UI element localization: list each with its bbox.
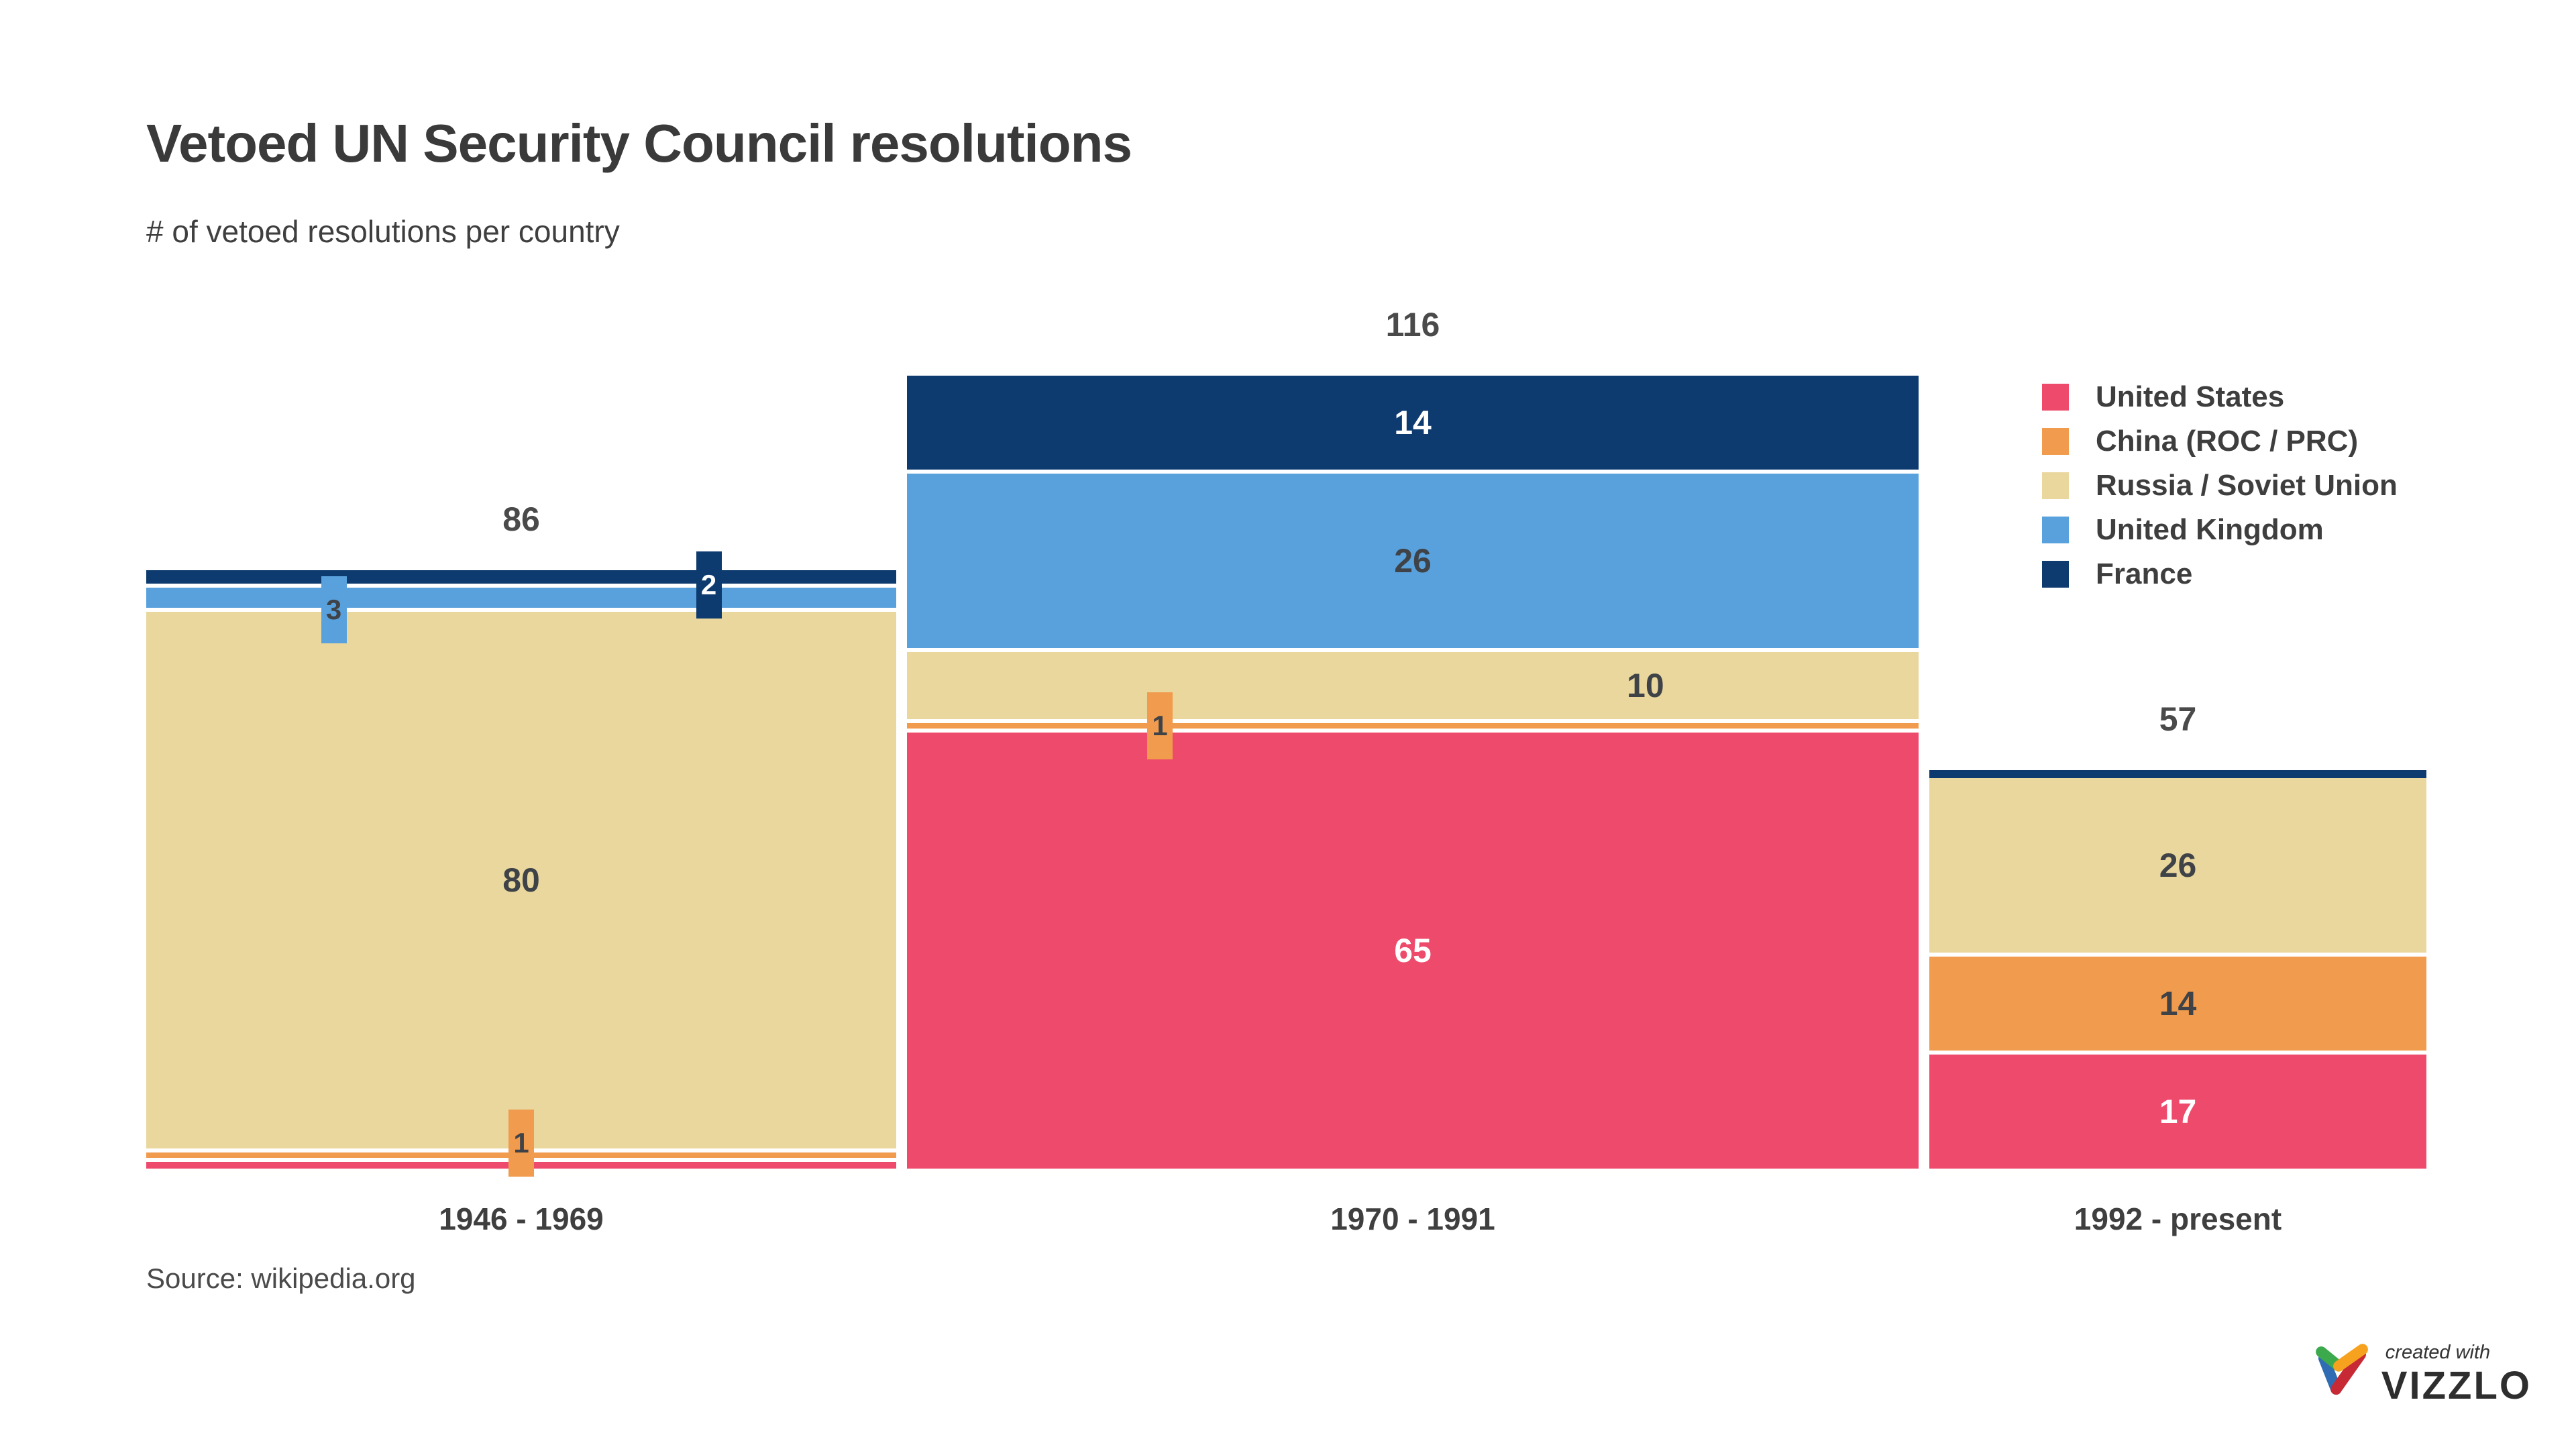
segment-value-label: 17 xyxy=(2159,1093,2197,1130)
bar-segment-russia-soviet-union xyxy=(907,652,1919,719)
legend-item: United States xyxy=(2042,380,2398,413)
segment-value-callout: 1 xyxy=(508,1110,534,1177)
legend-swatch xyxy=(2042,384,2069,411)
bar-segment-russia-soviet-union xyxy=(146,612,896,1148)
bar-total-label: 57 xyxy=(2159,700,2197,738)
segment-value-label: 10 xyxy=(1627,667,1664,704)
vizzlo-logo: created with VIZZLO xyxy=(2310,1340,2532,1408)
bar-segment-china-roc-prc- xyxy=(1929,957,2426,1051)
bar-total-label: 86 xyxy=(502,500,540,538)
created-with-text: created with xyxy=(2385,1342,2491,1363)
bar-segment-france xyxy=(146,570,896,584)
bar-segment-russia-soviet-union xyxy=(1929,778,2426,953)
segment-value-label: 26 xyxy=(2159,847,2197,884)
segment-value-callout: 3 xyxy=(321,576,347,643)
bar-segment-united-kingdom xyxy=(146,588,896,608)
vizzlo-wordmark: created with VIZZLO xyxy=(2381,1343,2532,1405)
bar-segment-france xyxy=(1929,770,2426,778)
bar-total-label: 116 xyxy=(1385,306,1440,343)
legend-item: United Kingdom xyxy=(2042,513,2398,546)
x-axis-label: 1970 - 1991 xyxy=(1330,1201,1495,1236)
bar-segment-france xyxy=(907,376,1919,470)
legend-label: Russia / Soviet Union xyxy=(2096,469,2398,502)
bar-segment-united-states xyxy=(907,733,1919,1169)
legend-swatch xyxy=(2042,472,2069,499)
x-axis-label: 1946 - 1969 xyxy=(439,1201,604,1236)
legend-label: China (ROC / PRC) xyxy=(2096,425,2359,458)
legend-item: China (ROC / PRC) xyxy=(2042,425,2398,458)
legend-swatch xyxy=(2042,428,2069,455)
segment-value-label: 14 xyxy=(1394,404,1432,441)
segment-value-callout: 1 xyxy=(1147,692,1173,759)
segment-value-callout: 2 xyxy=(696,551,722,619)
segment-value-label: 80 xyxy=(502,861,540,899)
brand-text: VIZZLO xyxy=(2381,1364,2532,1407)
bar-segment-united-states xyxy=(1929,1055,2426,1169)
chart-subtitle: # of vetoed resolutions per country xyxy=(146,214,620,249)
legend-item: Russia / Soviet Union xyxy=(2042,469,2398,502)
legend-label: France xyxy=(2096,557,2193,590)
legend: United States China (ROC / PRC) Russia / S… xyxy=(2042,380,2398,590)
legend-swatch xyxy=(2042,517,2069,543)
source-note: Source: wikipedia.org xyxy=(146,1263,416,1294)
legend-label: United Kingdom xyxy=(2096,513,2324,546)
vizzlo-logo-icon xyxy=(2310,1340,2375,1408)
bar-segment-united-kingdom xyxy=(907,474,1919,648)
legend-label: United States xyxy=(2096,380,2285,413)
segment-value-label: 65 xyxy=(1394,932,1432,969)
chart-title: Vetoed UN Security Council resolutions xyxy=(146,113,1132,173)
segment-value-label: 14 xyxy=(2159,985,2197,1022)
legend-item: France xyxy=(2042,557,2398,590)
x-axis-label: 1992 - present xyxy=(2074,1201,2282,1236)
legend-swatch xyxy=(2042,561,2069,588)
bar-segment-china-roc-prc- xyxy=(907,723,1919,729)
segment-value-label: 26 xyxy=(1394,542,1432,580)
